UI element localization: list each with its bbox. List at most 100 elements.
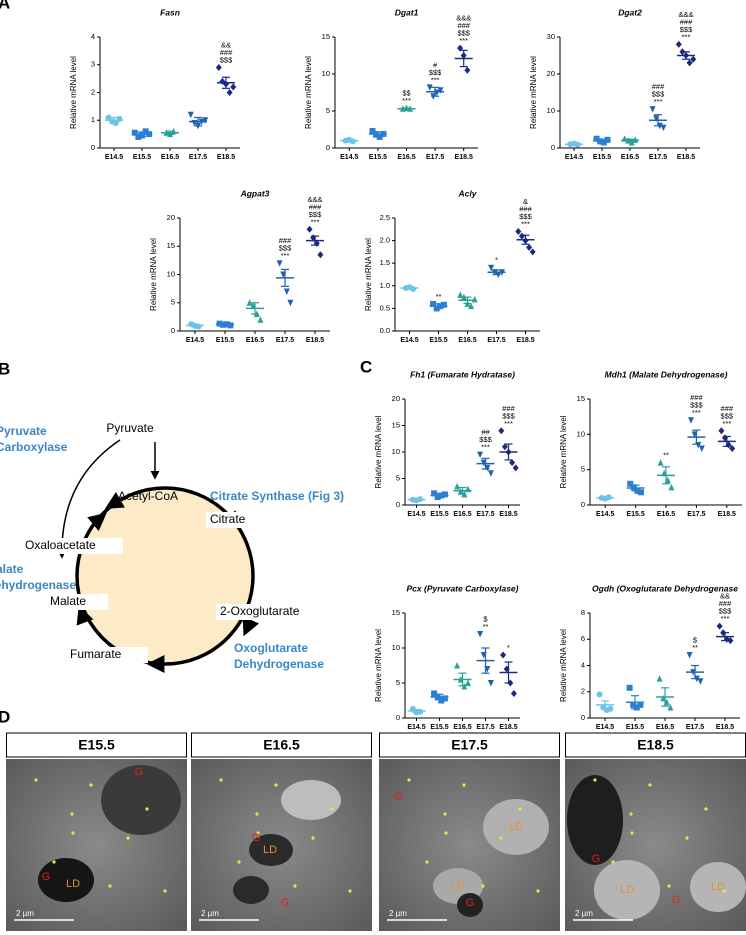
y-tick-label: 2.0 [380, 236, 390, 245]
significance-label: ** [663, 451, 669, 460]
micrograph-label: LD [66, 878, 80, 890]
y-tick-label: 2.5 [380, 213, 390, 222]
micrograph-label: G [281, 897, 290, 909]
y-tick-label: 10 [322, 69, 330, 78]
chart-title: Agpat3 [240, 188, 270, 198]
significance-label: &&& [456, 14, 471, 23]
micrograph-header [565, 732, 746, 758]
data-point [657, 459, 664, 466]
micrograph-label: G [592, 853, 601, 865]
y-tick-label: 15 [577, 394, 585, 403]
metabolite: Citrate [210, 512, 246, 526]
scale-bar-label: 2 µm [389, 909, 407, 918]
significance-label: ### [457, 21, 470, 30]
metabolite: 2-Oxoglutarate [220, 604, 300, 618]
y-tick-label: 10 [392, 447, 400, 456]
marker-dot [443, 812, 447, 816]
chart-title: Fh1 (Fumarate Hydratase) [410, 369, 515, 379]
significance-label: *** [654, 97, 663, 106]
data-point [376, 133, 383, 140]
marker-dot [274, 783, 278, 787]
y-tick-label: 2 [581, 687, 585, 696]
panel-letter: B [0, 359, 10, 378]
x-tick-label: E17.5 [189, 154, 207, 161]
data-point [638, 489, 644, 496]
y-tick-label: 0 [396, 500, 400, 509]
marker-dot [219, 778, 223, 782]
data-point [369, 127, 376, 134]
marker-dot [34, 778, 38, 782]
marker-dot [126, 836, 130, 840]
data-point [454, 662, 461, 669]
x-tick-label: E14.5 [186, 337, 204, 344]
x-tick-label: E14.5 [340, 154, 358, 161]
data-point [440, 301, 447, 308]
data-point [628, 138, 635, 146]
data-point [627, 480, 634, 487]
x-tick-label: E14.5 [596, 511, 614, 518]
y-tick-label: 6 [581, 634, 585, 643]
marker-dot [163, 889, 167, 893]
label-background [206, 512, 262, 528]
y-axis-label: Relative mRNA level [364, 238, 373, 311]
cycle-arrow [242, 616, 260, 637]
y-tick-label: 10 [392, 643, 400, 652]
micrograph-title: E18.5 [637, 737, 674, 753]
organelle [457, 893, 483, 917]
x-tick-label: E18.5 [306, 337, 324, 344]
marker-dot [704, 807, 708, 811]
significance-label: *** [311, 217, 320, 226]
x-tick-label: E14.5 [407, 724, 425, 731]
chart-title: Pcx (Pyruvate Carboxylase) [407, 583, 519, 593]
y-tick-label: 5 [171, 298, 175, 307]
data-point [512, 464, 519, 472]
x-tick-label: E16.5 [453, 724, 471, 731]
micrograph-title: E17.5 [451, 737, 488, 753]
organelle [249, 834, 293, 866]
panel-letter: C [360, 357, 372, 376]
x-tick-label: E15.5 [216, 337, 234, 344]
y-tick-label: 20 [547, 69, 555, 78]
data-point [630, 701, 637, 708]
y-tick-label: 10 [167, 269, 175, 278]
y-tick-label: 0 [326, 143, 330, 152]
data-point [716, 622, 723, 630]
x-tick-label: E14.5 [400, 337, 418, 344]
data-point [202, 117, 209, 124]
marker-dot [425, 860, 429, 864]
significance-label: * [495, 256, 498, 265]
data-point [607, 705, 614, 712]
enzyme-label: Oxoglutarate [234, 641, 308, 655]
label-background [46, 594, 108, 610]
x-tick-label: E18.5 [716, 724, 734, 731]
y-tick-label: 0.5 [380, 303, 390, 312]
data-point [686, 652, 693, 659]
data-point [438, 697, 445, 704]
significance-label: ** [483, 622, 489, 631]
data-point [501, 443, 508, 451]
significance-label: ** [436, 292, 442, 301]
x-tick-label: E16.5 [161, 154, 179, 161]
marker-dot [518, 807, 522, 811]
y-tick-label: 0 [91, 143, 95, 152]
data-point [468, 302, 475, 310]
label-background [66, 647, 148, 663]
y-axis-label: Relative mRNA level [149, 238, 158, 311]
significance-label: $$$ [690, 401, 703, 410]
micrograph-title: E15.5 [78, 737, 115, 753]
y-tick-label: 1.5 [380, 258, 390, 267]
enzyme-label: Malate [0, 562, 24, 576]
y-tick-label: 0 [171, 326, 175, 335]
x-tick-label: E15.5 [430, 724, 448, 731]
significance-label: $ [483, 614, 488, 623]
micrograph-label: G [42, 871, 51, 883]
organelle [594, 860, 660, 920]
marker-dot [667, 884, 671, 888]
cycle-arrow [104, 491, 125, 509]
significance-label: *** [431, 75, 440, 84]
metabolite: Pyruvate [106, 421, 154, 435]
x-tick-label: E16.5 [397, 154, 415, 161]
data-point [698, 445, 705, 452]
marker-dot [629, 812, 633, 816]
